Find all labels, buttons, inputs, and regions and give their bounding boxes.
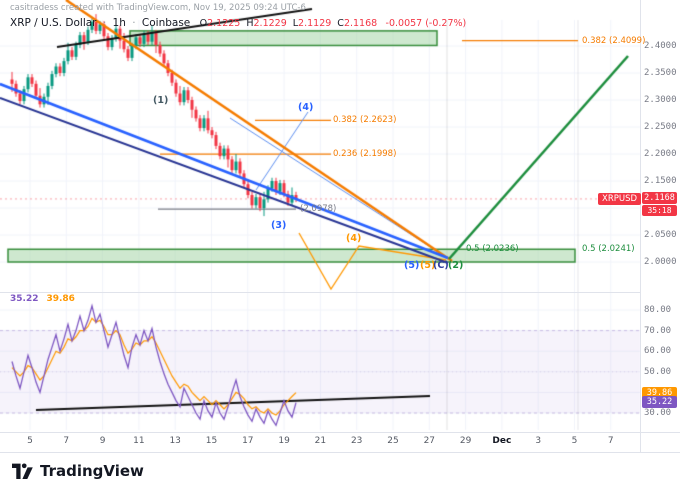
ohlc-label: H xyxy=(246,18,254,29)
indicator-legend-value: 35.22 xyxy=(10,294,39,304)
elliott-wave-label[interactable]: (2) xyxy=(448,260,464,271)
time-scale-label: 29 xyxy=(459,436,472,446)
bar-countdown-badge: 35:18 xyxy=(642,204,677,216)
price-change: -0.0057 (-0.27%) xyxy=(385,18,467,29)
time-scale-label: 7 xyxy=(607,436,614,446)
indicator-value-badge: 39.86 xyxy=(642,386,677,399)
interval-label: 1h xyxy=(112,17,126,29)
price-scale-label: 2.2500 xyxy=(644,122,677,132)
exchange-label: Coinbase xyxy=(141,17,191,29)
time-scale-label: 19 xyxy=(278,436,290,446)
price-scale-label: 2.4000 xyxy=(644,41,677,51)
symbol-info[interactable]: XRP / U.S. Dollar · 1h · Coinbase O2.122… xyxy=(10,17,466,29)
elliott-wave-label[interactable]: (4) xyxy=(298,102,314,113)
indicator-scale-label: 50.00 xyxy=(644,366,672,377)
price-scale-label: 2.3500 xyxy=(644,68,677,78)
time-scale-label: 21 xyxy=(314,436,327,446)
ohlc-label: L xyxy=(292,18,299,29)
indicator-legend[interactable]: 35.22 39.86 xyxy=(10,294,83,304)
elliott-wave-label[interactable]: (3) xyxy=(271,220,287,231)
time-scale-label: 5 xyxy=(27,436,33,446)
indicator-legend-value: 39.86 xyxy=(46,294,75,304)
ohlc-label: O xyxy=(199,18,208,29)
ohlc-value: 2.1129 xyxy=(298,18,332,29)
elliott-wave-label[interactable]: (4) xyxy=(346,233,362,244)
fib-level-label[interactable]: (2.0978) xyxy=(300,204,337,215)
indicator-value-badge: 35.22 xyxy=(642,396,677,409)
time-scale-label: 5 xyxy=(571,436,578,446)
time-scale-label: 25 xyxy=(387,436,399,446)
time-scale-label: 17 xyxy=(242,436,254,446)
price-axis-separator xyxy=(640,0,641,452)
ohlc-label: C xyxy=(337,18,344,29)
price-scale-label: 2.1500 xyxy=(644,176,677,186)
fib-level-label[interactable]: 0.382 (2.4099) xyxy=(582,35,646,46)
elliott-wave-label[interactable]: (C) xyxy=(433,260,449,271)
elliott-wave-label[interactable]: (1) xyxy=(153,95,169,106)
ohlc-values: O2.1225 H2.1229 L2.1129 C2.1168 xyxy=(194,17,378,29)
fib-level-label[interactable]: 0.382 (2.2623) xyxy=(333,115,397,126)
time-scale[interactable]: 5 7 9 11 13 15 17 19 21 23 25 27 29 Dec 3 5 7 xyxy=(0,432,680,452)
time-scale-label: 9 xyxy=(99,436,106,446)
separator: · xyxy=(102,17,107,29)
time-axis-separator xyxy=(0,432,680,433)
indicator-scale-label: 80.00 xyxy=(644,305,672,315)
time-scale-label: 15 xyxy=(205,436,218,446)
time-scale-label: 13 xyxy=(169,436,181,446)
price-scale[interactable]: 2.4000 2.3500 2.3000 2.2500 2.2000 2.1500 2.05… xyxy=(640,0,680,452)
fib-level-label[interactable]: 0.5 (2.0236) xyxy=(466,244,519,255)
ohlc-value: 2.1229 xyxy=(253,18,287,29)
tradingview-logo[interactable]: TradingView xyxy=(12,462,144,480)
price-scale-label: 2.0000 xyxy=(644,257,677,267)
indicator-scale-label: 70.00 xyxy=(644,325,672,336)
indicator-scale-label: 30.00 xyxy=(644,408,672,418)
time-scale-label: Dec xyxy=(492,436,512,446)
elliott-wave-label[interactable]: (5) xyxy=(420,260,436,271)
price-scale-label: 2.2000 xyxy=(644,149,677,159)
time-scale-label: 11 xyxy=(133,436,145,446)
elliott-wave-label[interactable]: (5) xyxy=(404,260,420,271)
time-scale-label: 23 xyxy=(350,436,363,446)
price-line-symbol-badge: XRPUSD xyxy=(598,193,642,205)
separator: · xyxy=(132,17,136,29)
tradingview-logo-text: TradingView xyxy=(40,461,144,480)
last-price-badge: 2.1168 xyxy=(642,191,677,204)
time-scale-label: 3 xyxy=(535,436,542,446)
bottom-toolbar: TradingView xyxy=(0,452,680,487)
time-scale-label: 27 xyxy=(423,436,436,446)
tradingview-logo-icon xyxy=(12,462,33,479)
watermark-text: casitradess created with TradingView.com… xyxy=(10,3,306,13)
pane-separator[interactable] xyxy=(0,292,640,293)
fib-level-label[interactable]: 0.5 (2.0241) xyxy=(582,243,635,254)
price-scale-label: 2.0500 xyxy=(644,230,677,240)
symbol-name: XRP / U.S. Dollar xyxy=(10,17,97,29)
time-scale-label: 7 xyxy=(63,436,70,446)
ohlc-value: 2.1225 xyxy=(207,18,241,29)
price-scale-label: 2.3000 xyxy=(644,95,677,105)
fib-level-label[interactable]: 0.236 (2.1998) xyxy=(333,149,397,160)
indicator-scale-label: 60.00 xyxy=(644,346,672,357)
ohlc-value: 2.1168 xyxy=(343,18,378,29)
